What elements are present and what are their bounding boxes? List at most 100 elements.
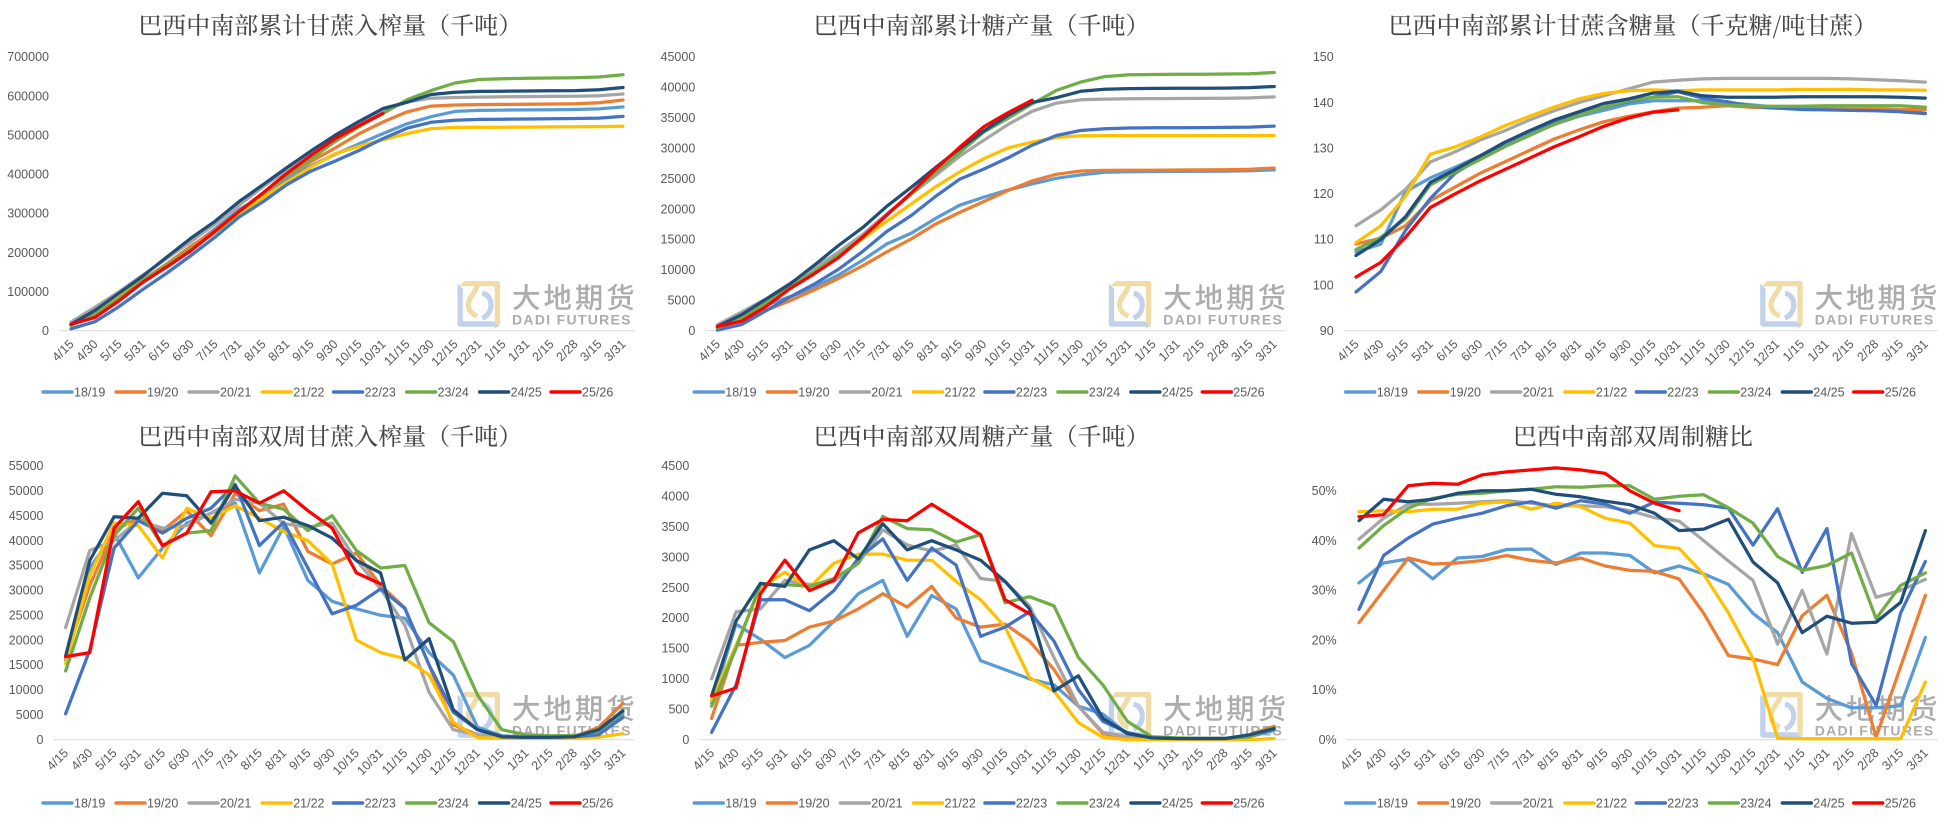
svg-text:700000: 700000 xyxy=(7,50,49,64)
svg-text:400000: 400000 xyxy=(7,168,49,182)
svg-text:25/26: 25/26 xyxy=(1233,386,1264,400)
svg-text:18/19: 18/19 xyxy=(74,386,105,400)
svg-text:25/26: 25/26 xyxy=(582,797,613,811)
svg-text:24/25: 24/25 xyxy=(1813,797,1844,811)
svg-text:22/23: 22/23 xyxy=(1667,797,1698,811)
svg-text:19/20: 19/20 xyxy=(147,797,178,811)
svg-text:23/24: 23/24 xyxy=(1740,386,1771,400)
svg-text:100: 100 xyxy=(1313,278,1334,292)
svg-text:20/21: 20/21 xyxy=(1523,797,1554,811)
svg-text:21/22: 21/22 xyxy=(945,386,976,400)
svg-text:2500: 2500 xyxy=(661,581,689,595)
svg-text:55000: 55000 xyxy=(9,459,44,473)
svg-text:22/23: 22/23 xyxy=(1016,386,1047,400)
svg-text:30%: 30% xyxy=(1312,584,1337,598)
svg-text:21/22: 21/22 xyxy=(1596,797,1627,811)
svg-text:20/21: 20/21 xyxy=(220,386,251,400)
svg-text:20/21: 20/21 xyxy=(871,386,902,400)
svg-text:22/23: 22/23 xyxy=(1667,386,1698,400)
svg-text:23/24: 23/24 xyxy=(1089,797,1120,811)
svg-text:25/26: 25/26 xyxy=(582,386,613,400)
svg-text:1000: 1000 xyxy=(661,672,689,686)
svg-text:20/21: 20/21 xyxy=(871,797,902,811)
svg-text:120: 120 xyxy=(1313,187,1334,201)
svg-text:150: 150 xyxy=(1313,50,1334,64)
svg-text:23/24: 23/24 xyxy=(438,386,469,400)
svg-text:18/19: 18/19 xyxy=(725,386,756,400)
svg-text:21/22: 21/22 xyxy=(1596,386,1627,400)
svg-text:45000: 45000 xyxy=(661,50,696,64)
svg-text:20000: 20000 xyxy=(661,202,696,216)
svg-text:50000: 50000 xyxy=(9,484,44,498)
svg-text:24/25: 24/25 xyxy=(511,797,542,811)
svg-text:18/19: 18/19 xyxy=(725,797,756,811)
svg-text:35000: 35000 xyxy=(9,559,44,573)
svg-text:110: 110 xyxy=(1314,233,1334,247)
svg-text:50%: 50% xyxy=(1312,484,1337,498)
svg-text:0: 0 xyxy=(37,733,44,747)
svg-text:40000: 40000 xyxy=(9,534,44,548)
svg-text:18/19: 18/19 xyxy=(1377,797,1408,811)
svg-text:24/25: 24/25 xyxy=(1813,386,1844,400)
svg-text:25/26: 25/26 xyxy=(1885,386,1916,400)
svg-text:0%: 0% xyxy=(1319,733,1337,747)
svg-text:22/23: 22/23 xyxy=(365,797,396,811)
svg-text:21/22: 21/22 xyxy=(293,797,324,811)
svg-text:45000: 45000 xyxy=(9,509,44,523)
svg-text:0: 0 xyxy=(42,324,49,338)
svg-text:25000: 25000 xyxy=(9,608,44,622)
svg-text:40%: 40% xyxy=(1312,534,1337,548)
svg-text:24/25: 24/25 xyxy=(1162,797,1193,811)
svg-text:90: 90 xyxy=(1320,324,1334,338)
svg-text:3500: 3500 xyxy=(661,520,689,534)
svg-text:140: 140 xyxy=(1313,96,1334,110)
svg-text:18/19: 18/19 xyxy=(74,797,105,811)
svg-text:1500: 1500 xyxy=(661,642,689,656)
svg-text:130: 130 xyxy=(1313,142,1334,156)
svg-text:3000: 3000 xyxy=(661,550,689,564)
svg-text:23/24: 23/24 xyxy=(1740,797,1771,811)
svg-text:24/25: 24/25 xyxy=(1162,386,1193,400)
svg-text:5000: 5000 xyxy=(16,708,44,722)
svg-text:20000: 20000 xyxy=(9,633,44,647)
svg-text:40000: 40000 xyxy=(661,81,696,95)
svg-text:100000: 100000 xyxy=(7,285,49,299)
svg-text:200000: 200000 xyxy=(7,246,49,260)
svg-text:19/20: 19/20 xyxy=(798,797,829,811)
svg-text:25000: 25000 xyxy=(661,172,696,186)
svg-text:19/20: 19/20 xyxy=(798,386,829,400)
svg-text:10%: 10% xyxy=(1312,683,1337,697)
svg-text:21/22: 21/22 xyxy=(945,797,976,811)
svg-text:20/21: 20/21 xyxy=(1523,386,1554,400)
svg-text:500: 500 xyxy=(668,703,689,717)
svg-text:20/21: 20/21 xyxy=(220,797,251,811)
svg-text:21/22: 21/22 xyxy=(293,386,324,400)
svg-text:22/23: 22/23 xyxy=(1016,797,1047,811)
svg-text:0: 0 xyxy=(688,324,695,338)
svg-text:23/24: 23/24 xyxy=(438,797,469,811)
svg-text:4500: 4500 xyxy=(661,459,689,473)
svg-text:19/20: 19/20 xyxy=(1450,797,1481,811)
svg-text:4000: 4000 xyxy=(661,490,689,504)
svg-text:23/24: 23/24 xyxy=(1089,386,1120,400)
svg-text:25/26: 25/26 xyxy=(1885,797,1916,811)
svg-text:5000: 5000 xyxy=(667,294,695,308)
svg-text:19/20: 19/20 xyxy=(147,386,178,400)
svg-text:30000: 30000 xyxy=(9,584,44,598)
svg-text:18/19: 18/19 xyxy=(1377,386,1408,400)
svg-text:24/25: 24/25 xyxy=(511,386,542,400)
svg-text:300000: 300000 xyxy=(7,207,49,221)
svg-text:19/20: 19/20 xyxy=(1450,386,1481,400)
svg-text:30000: 30000 xyxy=(661,142,696,156)
svg-text:10000: 10000 xyxy=(661,263,696,277)
svg-text:10000: 10000 xyxy=(9,683,44,697)
svg-text:35000: 35000 xyxy=(661,111,696,125)
svg-text:25/26: 25/26 xyxy=(1233,797,1264,811)
svg-text:20%: 20% xyxy=(1312,633,1337,647)
svg-text:22/23: 22/23 xyxy=(365,386,396,400)
svg-text:15000: 15000 xyxy=(661,233,696,247)
svg-text:2000: 2000 xyxy=(661,611,689,625)
svg-text:15000: 15000 xyxy=(9,658,44,672)
svg-text:0: 0 xyxy=(682,733,689,747)
svg-text:500000: 500000 xyxy=(7,128,49,142)
